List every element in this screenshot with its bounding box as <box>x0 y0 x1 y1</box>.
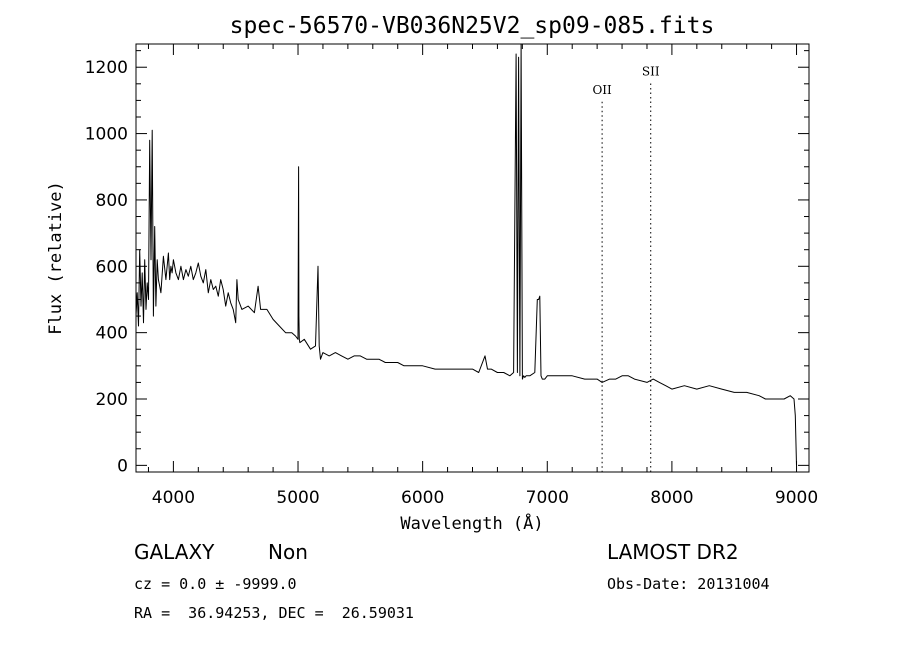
x-tick-label: 7000 <box>526 488 569 508</box>
object-subclass: Non <box>268 540 308 564</box>
y-tick-label: 600 <box>96 257 128 277</box>
y-tick-label: 0 <box>117 456 128 476</box>
x-tick-labels: 4000 5000 6000 7000 8000 9000 <box>152 488 818 508</box>
y-tick-labels: 0 200 400 600 800 1000 1200 <box>85 58 128 476</box>
coordinates-info: RA = 36.94253, DEC = 26.59031 <box>134 604 414 622</box>
y-tick-label: 200 <box>96 390 128 410</box>
marker-label-sii: SII <box>642 65 660 79</box>
x-tick-label: 6000 <box>401 488 444 508</box>
x-tick-label: 8000 <box>650 488 693 508</box>
x-tick-label: 4000 <box>152 488 195 508</box>
emission-line-markers: OII SII <box>592 65 660 472</box>
x-tick-label: 9000 <box>775 488 818 508</box>
spectrum-line-0 <box>135 43 797 466</box>
y-axis-title: Flux (relative) <box>46 181 66 335</box>
object-class: GALAXY <box>134 540 215 564</box>
y-tick-label: 1000 <box>85 125 128 145</box>
chart-title: spec-56570-VB036N25V2_sp09-085.fits <box>230 13 715 39</box>
redshift-info: cz = 0.0 ± -9999.0 <box>134 575 297 593</box>
x-tick-label: 5000 <box>276 488 319 508</box>
spectrum-series-layer <box>135 43 797 466</box>
x-axis-title: Wavelength (Å) <box>400 512 543 534</box>
marker-label-oii: OII <box>592 83 612 97</box>
plot-frame <box>135 43 810 473</box>
axis-ticks <box>136 44 809 472</box>
observation-date: Obs-Date: 20131004 <box>607 575 770 593</box>
y-tick-label: 400 <box>96 324 128 344</box>
survey-name: LAMOST DR2 <box>607 540 739 564</box>
y-tick-label: 800 <box>96 191 128 211</box>
y-tick-label: 1200 <box>85 58 128 78</box>
